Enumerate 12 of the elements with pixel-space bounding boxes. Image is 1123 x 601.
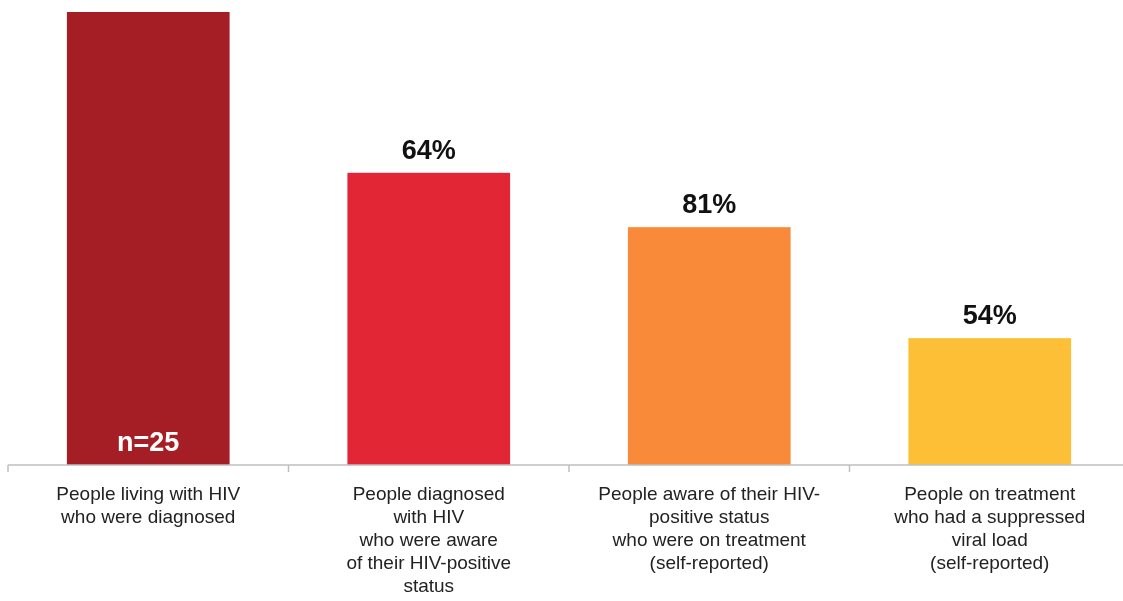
- bar: [627, 227, 791, 465]
- x-tick-label: People living with HIV who were diagnosed: [56, 483, 241, 527]
- x-tick-label: People on treatment who had a suppressed viral load (self-reported): [893, 483, 1086, 573]
- annotation: 54%: [962, 300, 1017, 331]
- x-tick-label: People diagnosed with HIV who were aware of their HIV-positive status: [346, 483, 512, 596]
- bar: [347, 172, 511, 465]
- bar: [66, 12, 230, 465]
- annotation: 81%: [682, 189, 737, 220]
- x-tick-label: People aware of their HIV- positive status who were on treatment (self-reported): [598, 483, 821, 573]
- annotation: 64%: [401, 134, 456, 165]
- bar: [908, 338, 1072, 465]
- annotation: n=25: [117, 427, 180, 457]
